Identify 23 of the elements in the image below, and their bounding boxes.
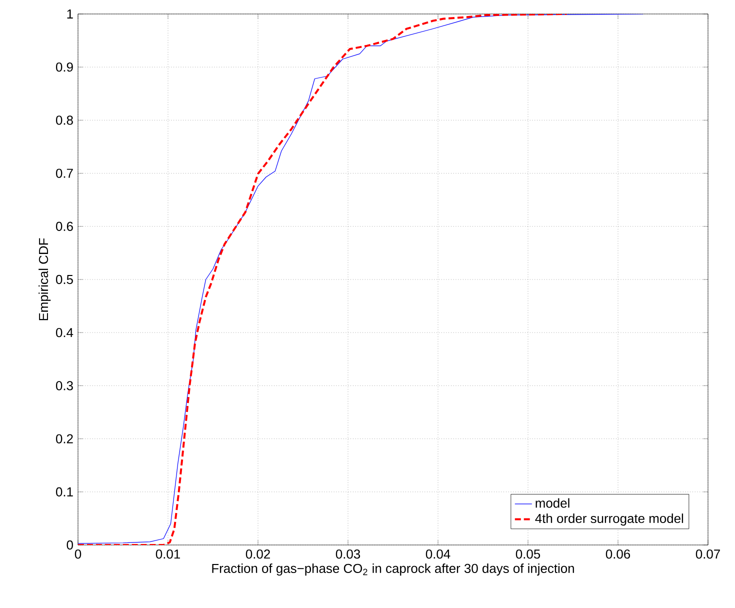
x-tick-label: 0.06 bbox=[606, 549, 630, 559]
x-tick-label: 0.05 bbox=[516, 549, 540, 559]
legend-label: model bbox=[536, 498, 570, 508]
y-tick-label: 0.4 bbox=[56, 328, 74, 338]
x-tick-label: 0.03 bbox=[336, 549, 360, 559]
x-tick-label: 0.02 bbox=[246, 549, 270, 559]
y-tick-label: 0.5 bbox=[56, 274, 73, 284]
y-tick-label: 0.3 bbox=[56, 381, 73, 390]
x-tick-label: 0 bbox=[74, 549, 82, 559]
y-tick-label: 0.6 bbox=[56, 222, 73, 231]
y-axis-title: Empirical CDF bbox=[38, 238, 51, 320]
y-tick-label: 0.2 bbox=[56, 434, 73, 444]
x-tick-label: 0.04 bbox=[426, 549, 450, 559]
y-tick-label: 0.1 bbox=[56, 487, 73, 496]
y-tick-label: 0.8 bbox=[56, 116, 73, 125]
x-tick-label: 0.07 bbox=[696, 549, 720, 559]
y-tick-label: 0 bbox=[66, 540, 73, 550]
x-axis-title: Fraction of gas−phase CO$_{2}$ in caprock after 30 days of injection bbox=[212, 563, 574, 576]
y-tick-label: 0.9 bbox=[56, 62, 73, 72]
x-tick-label: 0.01 bbox=[156, 549, 180, 559]
legend-label: 4th order surrogate model bbox=[535, 514, 684, 526]
y-tick-label: 1 bbox=[67, 10, 73, 18]
y-tick-label: 0.7 bbox=[56, 168, 73, 178]
